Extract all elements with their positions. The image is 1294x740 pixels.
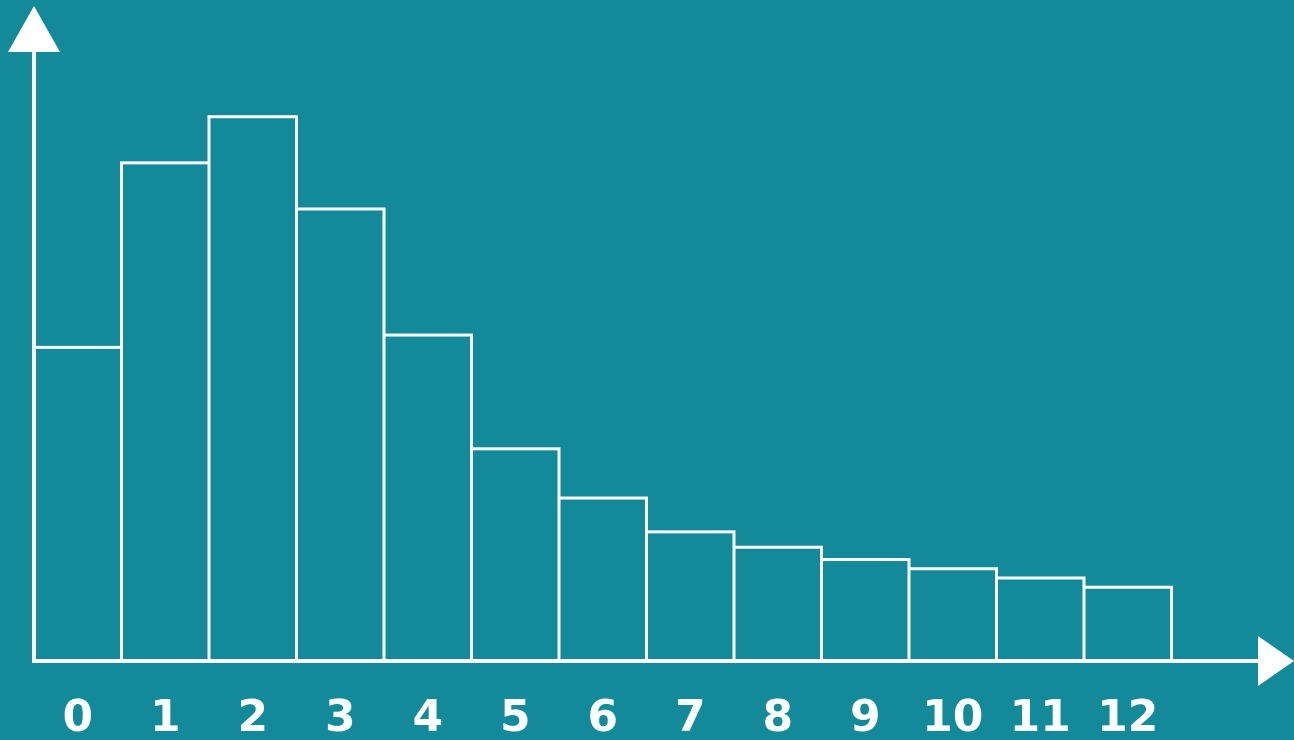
bar-4 [382,333,473,663]
bar-2 [207,115,298,663]
bar-5 [470,447,561,663]
bar-7 [645,530,736,663]
y-axis-arrow-icon [8,6,60,52]
bar-6 [557,496,648,663]
x-tick-label-5: 5 [500,691,531,740]
bars-group [32,115,1173,663]
x-tick-label-1: 1 [150,691,181,740]
x-tick-label-6: 6 [587,691,618,740]
bar-8 [732,545,823,663]
x-tick-labels: 0 1 2 3 4 5 6 7 8 9 10 11 12 [62,691,1158,740]
x-tick-label-12: 12 [1097,691,1158,740]
x-tick-label-7: 7 [675,691,706,740]
x-tick-label-9: 9 [850,691,881,740]
bar-9 [820,558,911,663]
bar-11 [995,576,1086,663]
x-tick-label-0: 0 [62,691,93,740]
bar-12 [1082,585,1173,663]
bar-10 [907,567,998,663]
x-tick-label-10: 10 [922,691,983,740]
x-tick-label-4: 4 [412,691,443,740]
x-tick-label-2: 2 [237,691,268,740]
x-axis-arrow-icon [1258,636,1294,686]
bar-0 [32,345,123,663]
axes-group [8,6,1294,686]
x-tick-label-3: 3 [325,691,356,740]
bar-3 [295,207,386,663]
bar-1 [120,161,211,663]
x-tick-label-8: 8 [762,691,793,740]
x-tick-label-11: 11 [1010,691,1071,740]
